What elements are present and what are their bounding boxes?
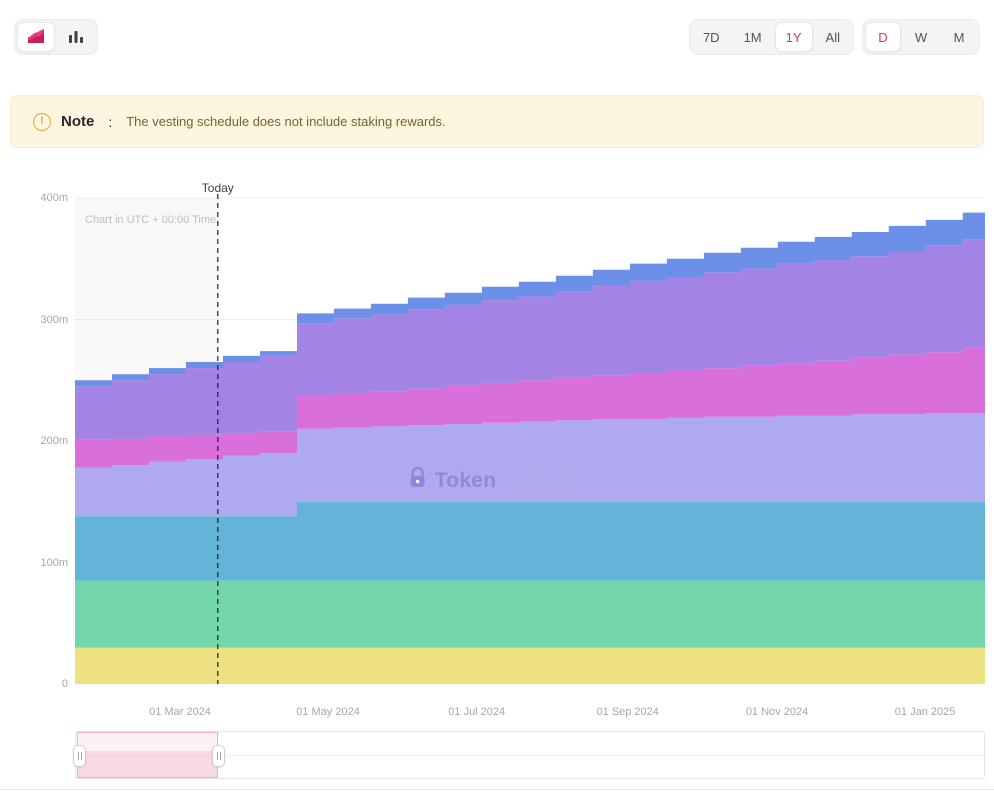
brush-rail bbox=[76, 755, 984, 756]
x-tick-label: 01 Nov 2024 bbox=[745, 706, 809, 718]
granularity-tabs: D W M bbox=[862, 19, 980, 55]
y-tick-label: 200m bbox=[40, 435, 68, 447]
brush-mini-chart bbox=[78, 750, 217, 777]
drag-handle-icon bbox=[80, 752, 82, 760]
range-tab-7d[interactable]: 7D bbox=[692, 22, 731, 52]
note-message: The vesting schedule does not include st… bbox=[126, 114, 446, 129]
brush-selection[interactable] bbox=[77, 732, 218, 778]
warning-icon: ! bbox=[33, 112, 51, 131]
granularity-tab-day[interactable]: D bbox=[865, 22, 901, 52]
note-colon: : bbox=[108, 113, 113, 130]
range-tab-1m[interactable]: 1M bbox=[733, 22, 773, 52]
area-layer-7-blue[interactable] bbox=[75, 212, 985, 387]
y-tick-label: 300m bbox=[40, 313, 68, 326]
x-tick-label: 01 Mar 2024 bbox=[149, 706, 211, 718]
area-layer-6-purple[interactable] bbox=[75, 239, 985, 440]
drag-handle-icon bbox=[77, 752, 79, 760]
bottom-divider bbox=[0, 789, 994, 790]
area-layer-3-teal[interactable] bbox=[75, 501, 985, 581]
header-controls: 7D 1M 1Y All D W M bbox=[688, 19, 980, 55]
range-tab-all[interactable]: All bbox=[815, 22, 851, 52]
brush-handle-right[interactable] bbox=[212, 745, 225, 767]
range-tabs: 7D 1M 1Y All bbox=[688, 19, 854, 55]
note-banner: ! Note : The vesting schedule does not i… bbox=[10, 95, 984, 148]
x-tick-label: 01 Jan 2025 bbox=[894, 706, 956, 718]
x-tick-label: 01 May 2024 bbox=[296, 706, 360, 718]
x-tick-label: 01 Jul 2024 bbox=[448, 706, 506, 718]
x-tick-label: 01 Sep 2024 bbox=[596, 706, 659, 718]
chart-plot[interactable] bbox=[75, 194, 985, 685]
drag-handle-icon bbox=[216, 752, 218, 760]
chart-type-toggle bbox=[14, 19, 98, 55]
y-tick-label: 0 bbox=[61, 678, 68, 690]
area-layer-1-yellow[interactable] bbox=[75, 647, 985, 684]
today-label: Today bbox=[201, 181, 234, 195]
granularity-tab-week[interactable]: W bbox=[903, 22, 939, 52]
granularity-tab-month[interactable]: M bbox=[941, 22, 977, 52]
y-tick-label: 400m bbox=[40, 192, 68, 204]
brush-handle-left[interactable] bbox=[73, 745, 86, 767]
area-layer-2-green[interactable] bbox=[75, 580, 985, 648]
area-chart-icon bbox=[26, 26, 46, 49]
area-layer-4-lavender[interactable] bbox=[75, 413, 985, 517]
timeline-brush[interactable] bbox=[73, 731, 985, 779]
area-layer-5-magenta[interactable] bbox=[75, 347, 985, 468]
range-tab-1y[interactable]: 1Y bbox=[774, 22, 813, 52]
area-chart-type-button[interactable] bbox=[17, 22, 55, 52]
bar-chart-type-button[interactable] bbox=[57, 22, 95, 52]
y-tick-label: 100m bbox=[40, 556, 68, 569]
drag-handle-icon bbox=[219, 752, 221, 760]
note-label: Note bbox=[61, 113, 95, 130]
bar-chart-icon bbox=[67, 27, 85, 48]
